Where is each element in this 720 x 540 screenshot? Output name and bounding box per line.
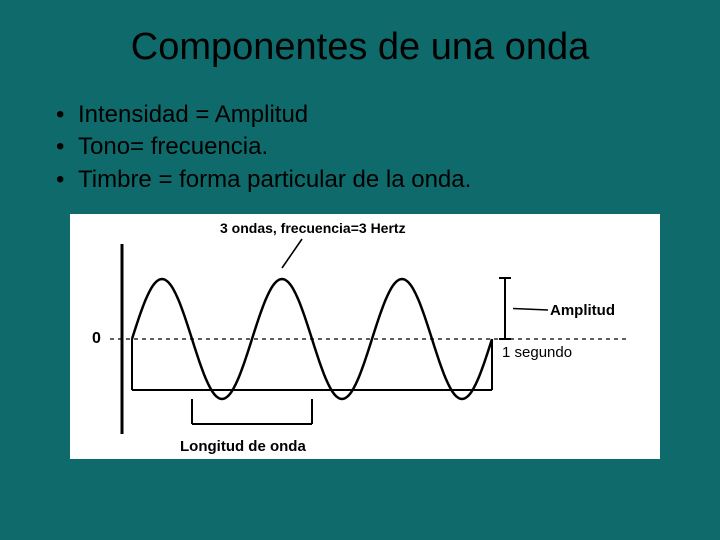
- diagram-label-wavelength: Longitud de onda: [180, 438, 306, 455]
- diagram-label-zero: 0: [92, 330, 101, 348]
- slide: Componentes de una onda Intensidad = Amp…: [0, 0, 720, 540]
- wave-diagram: 3 ondas, frecuencia=3 Hertz 0 Amplitud 1…: [70, 214, 660, 459]
- diagram-label-top: 3 ondas, frecuencia=3 Hertz: [220, 220, 406, 236]
- bullet-item: Intensidad = Amplitud: [52, 99, 680, 131]
- bullet-list: Intensidad = Amplitud Tono= frecuencia. …: [52, 99, 680, 196]
- diagram-label-one-second: 1 segundo: [502, 344, 572, 361]
- wave-svg: [70, 214, 660, 459]
- page-title: Componentes de una onda: [40, 26, 680, 69]
- diagram-label-amplitude: Amplitud: [550, 302, 615, 319]
- bullet-item: Tono= frecuencia.: [52, 131, 680, 163]
- bullet-item: Timbre = forma particular de la onda.: [52, 164, 680, 196]
